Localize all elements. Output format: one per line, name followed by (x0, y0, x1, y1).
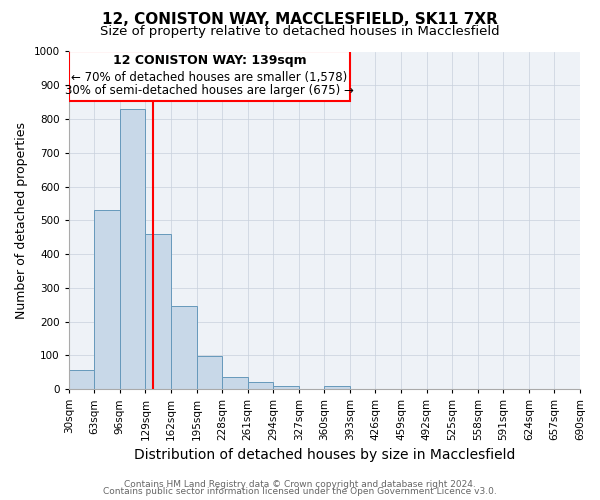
Bar (145, 234, 171, 389)
Bar (69, 370, 94, 389)
Text: Size of property relative to detached houses in Macclesfield: Size of property relative to detached ho… (100, 25, 500, 38)
Bar (197, 356, 222, 389)
Text: ← 70% of detached houses are smaller (1,578): ← 70% of detached houses are smaller (1,… (71, 71, 347, 84)
Bar (222, 377, 248, 389)
Text: 12 CONISTON WAY: 139sqm: 12 CONISTON WAY: 139sqm (113, 54, 306, 67)
Text: 12, CONISTON WAY, MACCLESFIELD, SK11 7XR: 12, CONISTON WAY, MACCLESFIELD, SK11 7XR (102, 12, 498, 28)
Text: Contains public sector information licensed under the Open Government Licence v3: Contains public sector information licen… (103, 487, 497, 496)
X-axis label: Distribution of detached houses by size in Macclesfield: Distribution of detached houses by size … (134, 448, 515, 462)
Text: 30% of semi-detached houses are larger (675) →: 30% of semi-detached houses are larger (… (65, 84, 354, 97)
Bar (248, 382, 273, 389)
Bar (120, 109, 145, 389)
Text: Contains HM Land Registry data © Crown copyright and database right 2024.: Contains HM Land Registry data © Crown c… (124, 480, 476, 489)
Bar (171, 306, 197, 389)
Bar (94, 210, 120, 389)
Bar (69, 52, 350, 102)
Bar (273, 386, 299, 389)
Bar (325, 386, 350, 389)
Y-axis label: Number of detached properties: Number of detached properties (15, 122, 28, 319)
